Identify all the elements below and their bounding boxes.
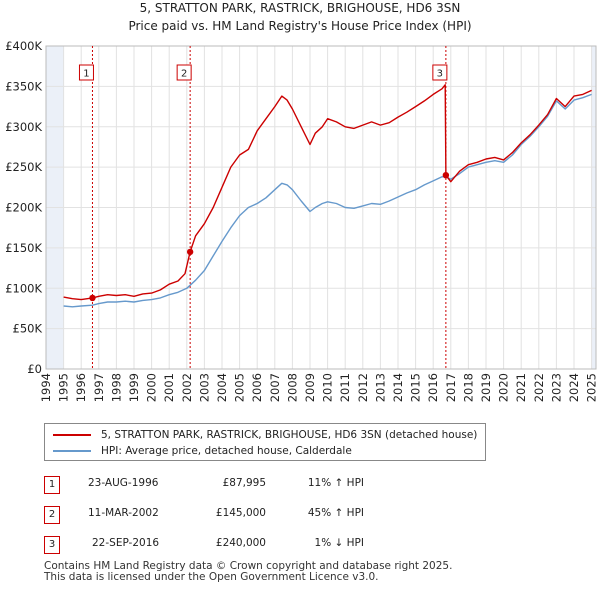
x-tick-label: 2011 — [338, 373, 352, 402]
x-tick-label: 2022 — [532, 373, 546, 402]
sale-number-badge: 2 — [44, 506, 60, 524]
annotation-box-3 — [432, 64, 448, 81]
sale-number-badge: 1 — [44, 476, 60, 494]
x-tick-label: 1999 — [127, 373, 141, 402]
legend-item-hpi: HPI: Average price, detached house, Cald… — [53, 443, 352, 459]
x-tick-label: 2001 — [162, 373, 176, 402]
annotation-box-2 — [176, 64, 192, 81]
annotation-label-2: 2 — [181, 69, 187, 80]
x-tick-label: 2004 — [215, 373, 229, 402]
legend-swatch-property — [53, 434, 91, 436]
hpi-series-line — [63, 93, 592, 308]
chart-title: 5, STRATTON PARK, RASTRICK, BRIGHOUSE, H… — [140, 1, 461, 15]
property-series-line — [63, 84, 592, 301]
x-tick-label: 2010 — [321, 373, 335, 402]
x-tick-label: 2025 — [585, 373, 599, 402]
annotation-label-3: 3 — [437, 69, 443, 80]
legend-label-hpi: HPI: Average price, detached house, Cald… — [101, 445, 352, 457]
chart-subtitle: Price paid vs. HM Land Registry's House … — [128, 19, 471, 33]
sale-price: £145,000 — [215, 507, 266, 519]
x-tick-label: 1997 — [92, 373, 106, 402]
x-tick-label: 2012 — [356, 373, 370, 402]
y-tick-label: £100K — [5, 281, 42, 295]
annotation-label-1: 1 — [83, 69, 89, 80]
x-tick-label: 1998 — [109, 373, 123, 402]
x-tick-label: 2013 — [373, 373, 387, 402]
sale-hpi-change: 11% ↑ HPI — [307, 477, 364, 489]
sale-row: 3 22-SEP-2016 £240,000 1% ↓ HPI — [44, 536, 444, 556]
sale-points — [89, 172, 450, 302]
x-tick-label: 2007 — [268, 373, 282, 402]
x-tick-label: 1995 — [57, 373, 71, 402]
legend-swatch-hpi — [53, 450, 91, 452]
annotation-box-1 — [78, 64, 94, 81]
y-axis: £0 £50K £100K £150K £200K £250K £300K £350K £400… — [5, 39, 42, 376]
x-tick-label: 2020 — [497, 373, 511, 402]
sale-row: 1 23-AUG-1996 £87,995 11% ↑ HPI — [44, 476, 444, 496]
x-tick-label: 2006 — [250, 373, 264, 402]
x-tick-label: 2000 — [145, 373, 159, 402]
x-axis: 1994 1995 1996 1997 1998 1999 2000 2001 2002 2003… — [39, 373, 599, 402]
sale-price: £240,000 — [215, 537, 266, 549]
y-tick-label: £50K — [13, 322, 43, 336]
sale-date: 23-AUG-1996 — [88, 477, 159, 489]
footer-licence: This data is licensed under the Open Gov… — [44, 571, 379, 583]
x-tick-label: 2002 — [180, 373, 194, 402]
x-tick-label: 2024 — [567, 373, 581, 402]
x-tick-label: 2017 — [444, 373, 458, 402]
y-tick-label: £0 — [27, 362, 42, 376]
x-tick-label: 2016 — [426, 373, 440, 402]
y-tick-label: £350K — [5, 79, 42, 93]
series-lines — [63, 84, 592, 308]
x-tick-label: 1996 — [74, 373, 88, 402]
plot-border — [45, 45, 597, 370]
x-tick-label: 2019 — [479, 373, 493, 402]
sale-price: £87,995 — [222, 477, 266, 489]
x-tick-label: 2023 — [549, 373, 563, 402]
x-tick-label: 2003 — [197, 373, 211, 402]
legend-item-property: 5, STRATTON PARK, RASTRICK, BRIGHOUSE, H… — [53, 427, 477, 443]
y-tick-label: £400K — [5, 39, 42, 53]
y-tick-label: £250K — [5, 160, 42, 174]
footer: Contains HM Land Registry data © Crown c… — [44, 561, 452, 583]
y-tick-label: £150K — [5, 241, 42, 255]
sale-hpi-change: 45% ↑ HPI — [307, 507, 364, 519]
annotation-labels: 1 2 3 — [78, 64, 448, 81]
x-tick-label: 2015 — [409, 373, 423, 402]
sale-point-3 — [442, 172, 450, 179]
sale-date: 11-MAR-2002 — [88, 507, 159, 519]
x-tick-label: 1994 — [39, 373, 53, 402]
x-tick-label: 2018 — [461, 373, 475, 402]
x-tick-label: 2014 — [391, 373, 405, 402]
footer-copyright: Contains HM Land Registry data © Crown c… — [44, 560, 453, 572]
x-tick-label: 2021 — [514, 373, 528, 402]
x-tick-label: 2008 — [285, 373, 299, 402]
sale-hpi-change: 1% ↓ HPI — [314, 537, 364, 549]
sale-point-1 — [89, 294, 96, 302]
y-tick-label: £200K — [5, 201, 42, 215]
legend-label-property: 5, STRATTON PARK, RASTRICK, BRIGHOUSE, H… — [101, 429, 478, 441]
x-tick-label: 2005 — [233, 373, 247, 402]
sale-point-2 — [186, 248, 194, 256]
y-tick-label: £300K — [5, 120, 42, 134]
sale-row: 2 11-MAR-2002 £145,000 45% ↑ HPI — [44, 506, 444, 526]
sale-date: 22-SEP-2016 — [92, 537, 160, 549]
legend: 5, STRATTON PARK, RASTRICK, BRIGHOUSE, H… — [44, 423, 486, 461]
grid-lines — [45, 45, 597, 370]
x-tick-label: 2009 — [303, 373, 317, 402]
sale-number-badge: 3 — [44, 536, 60, 554]
price-chart: 5, STRATTON PARK, RASTRICK, BRIGHOUSE, H… — [5, 1, 599, 402]
